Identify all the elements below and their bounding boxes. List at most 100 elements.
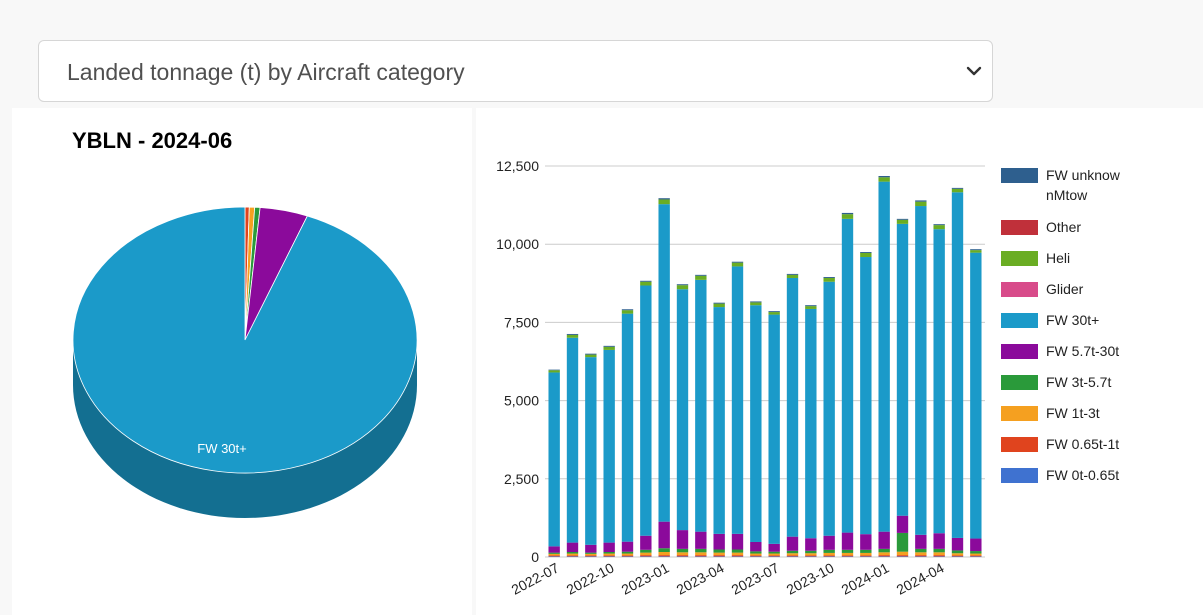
bar-segment[interactable] <box>658 556 670 557</box>
bar-segment[interactable] <box>823 535 835 550</box>
bar-segment[interactable] <box>841 532 854 550</box>
bar-segment[interactable] <box>676 289 689 531</box>
bar-segment[interactable] <box>640 552 652 556</box>
bar-segment[interactable] <box>970 555 982 557</box>
bar-segment[interactable] <box>695 531 707 549</box>
bar-segment[interactable] <box>640 535 652 550</box>
bar-segment[interactable] <box>621 551 634 554</box>
bar-segment[interactable] <box>841 214 854 219</box>
bar-segment[interactable] <box>915 206 927 535</box>
bar-segment[interactable] <box>566 556 579 557</box>
bar-segment[interactable] <box>585 553 597 556</box>
bar-segment[interactable] <box>548 552 560 554</box>
bar-segment[interactable] <box>860 534 872 550</box>
bar-segment[interactable] <box>951 537 964 551</box>
bar-segment[interactable] <box>768 543 780 552</box>
bar-segment[interactable] <box>970 252 982 539</box>
bar-segment[interactable] <box>823 277 835 278</box>
legend-item[interactable]: FW 3t-5.7t <box>1001 371 1181 402</box>
bar-segment[interactable] <box>786 556 799 557</box>
bar-segment[interactable] <box>933 533 945 549</box>
bar-segment[interactable] <box>640 285 652 536</box>
bar-segment[interactable] <box>658 551 670 556</box>
bar-segment[interactable] <box>585 555 597 557</box>
bar-segment[interactable] <box>713 307 725 534</box>
bar-segment[interactable] <box>933 224 945 226</box>
bar-segment[interactable] <box>805 555 817 557</box>
bar-segment[interactable] <box>731 533 744 550</box>
bar-segment[interactable] <box>768 314 780 544</box>
bar-segment[interactable] <box>933 552 945 556</box>
bar-segment[interactable] <box>621 553 634 556</box>
bar-segment[interactable] <box>695 279 707 532</box>
bar-segment[interactable] <box>676 548 689 553</box>
bar-segment[interactable] <box>548 556 560 557</box>
bar-segment[interactable] <box>841 212 854 215</box>
bar-segment[interactable] <box>768 312 780 315</box>
bar-segment[interactable] <box>750 551 762 554</box>
bar-segment[interactable] <box>731 556 744 557</box>
bar-segment[interactable] <box>750 553 762 556</box>
bar-segment[interactable] <box>621 313 634 542</box>
bar-segment[interactable] <box>915 548 927 553</box>
legend-item[interactable]: FW 0.65t-1t <box>1001 433 1181 464</box>
bar-segment[interactable] <box>805 538 817 551</box>
bar-segment[interactable] <box>676 530 689 549</box>
bar-segment[interactable] <box>841 218 854 533</box>
bar-segment[interactable] <box>566 555 579 557</box>
bar-segment[interactable] <box>896 532 909 552</box>
bar-segment[interactable] <box>731 261 744 263</box>
bar-segment[interactable] <box>933 555 945 557</box>
bar-segment[interactable] <box>823 281 835 536</box>
bar-segment[interactable] <box>896 556 909 557</box>
bar-segment[interactable] <box>786 273 799 275</box>
bar-segment[interactable] <box>823 556 835 557</box>
bar-segment[interactable] <box>915 200 927 202</box>
bar-segment[interactable] <box>621 555 634 557</box>
bar-segment[interactable] <box>603 349 615 543</box>
bar-segment[interactable] <box>786 274 799 278</box>
bar-segment[interactable] <box>640 556 652 557</box>
bar-segment[interactable] <box>951 555 964 557</box>
bar-segment[interactable] <box>566 334 579 338</box>
bar-segment[interactable] <box>896 219 909 224</box>
bar-segment[interactable] <box>621 556 634 557</box>
bar-segment[interactable] <box>768 553 780 556</box>
bar-segment[interactable] <box>658 521 670 549</box>
bar-segment[interactable] <box>548 369 560 371</box>
pie-slice[interactable] <box>72 206 418 474</box>
bar-segment[interactable] <box>750 302 762 306</box>
bar-segment[interactable] <box>713 552 725 556</box>
bar-segment[interactable] <box>750 556 762 557</box>
bar-segment[interactable] <box>805 306 817 309</box>
bar-segment[interactable] <box>585 354 597 358</box>
bar-segment[interactable] <box>933 229 945 534</box>
bar-segment[interactable] <box>750 555 762 557</box>
bar-segment[interactable] <box>676 556 689 557</box>
bar-segment[interactable] <box>951 556 964 557</box>
legend-item[interactable]: Other <box>1001 216 1181 247</box>
bar-segment[interactable] <box>548 372 560 547</box>
bar-segment[interactable] <box>768 311 780 313</box>
bar-segment[interactable] <box>658 555 670 557</box>
bar-segment[interactable] <box>841 556 854 557</box>
bar-segment[interactable] <box>823 552 835 556</box>
bar-segment[interactable] <box>731 549 744 553</box>
bar-segment[interactable] <box>841 555 854 557</box>
bar-segment[interactable] <box>621 309 634 311</box>
bar-segment[interactable] <box>768 551 780 554</box>
bar-segment[interactable] <box>805 550 817 554</box>
bar-segment[interactable] <box>676 552 689 556</box>
bar-segment[interactable] <box>786 277 799 537</box>
bar-segment[interactable] <box>731 262 744 267</box>
bar-segment[interactable] <box>786 553 799 556</box>
bar-segment[interactable] <box>970 551 982 554</box>
bar-segment[interactable] <box>860 257 872 535</box>
bar-segment[interactable] <box>860 252 872 253</box>
bar-segment[interactable] <box>878 548 890 553</box>
bar-segment[interactable] <box>878 531 890 549</box>
bar-segment[interactable] <box>768 556 780 557</box>
bar-segment[interactable] <box>585 544 597 553</box>
bar-segment[interactable] <box>713 302 725 304</box>
bar-segment[interactable] <box>658 198 670 200</box>
